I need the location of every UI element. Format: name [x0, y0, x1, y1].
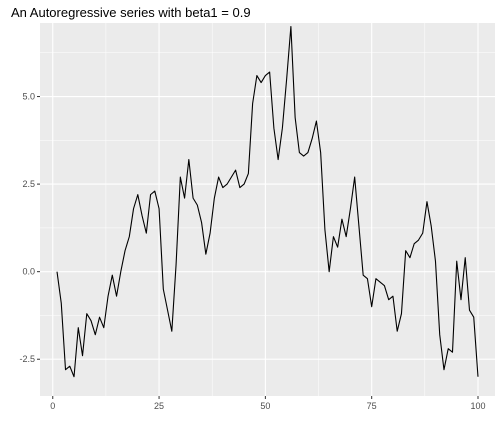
series-line: [56, 25, 479, 378]
x-axis: 0 25 50 75 100: [50, 396, 486, 411]
y-tick-label: 2.5: [22, 179, 35, 189]
plot-panel: [40, 23, 495, 396]
y-tick-label: -2.5: [19, 354, 35, 364]
minor-gridlines: [40, 23, 495, 396]
x-tick-label: 100: [470, 401, 485, 411]
chart-title: An Autoregressive series with beta1 = 0.…: [11, 5, 251, 20]
y-axis: -2.5 0.0 2.5 5.0: [19, 92, 40, 364]
x-tick-label: 50: [260, 401, 270, 411]
x-tick-label: 75: [367, 401, 377, 411]
x-tick-label: 25: [154, 401, 164, 411]
y-tick-label: 0.0: [22, 267, 35, 277]
x-tick-label: 0: [50, 401, 55, 411]
y-tick-label: 5.0: [22, 92, 35, 102]
